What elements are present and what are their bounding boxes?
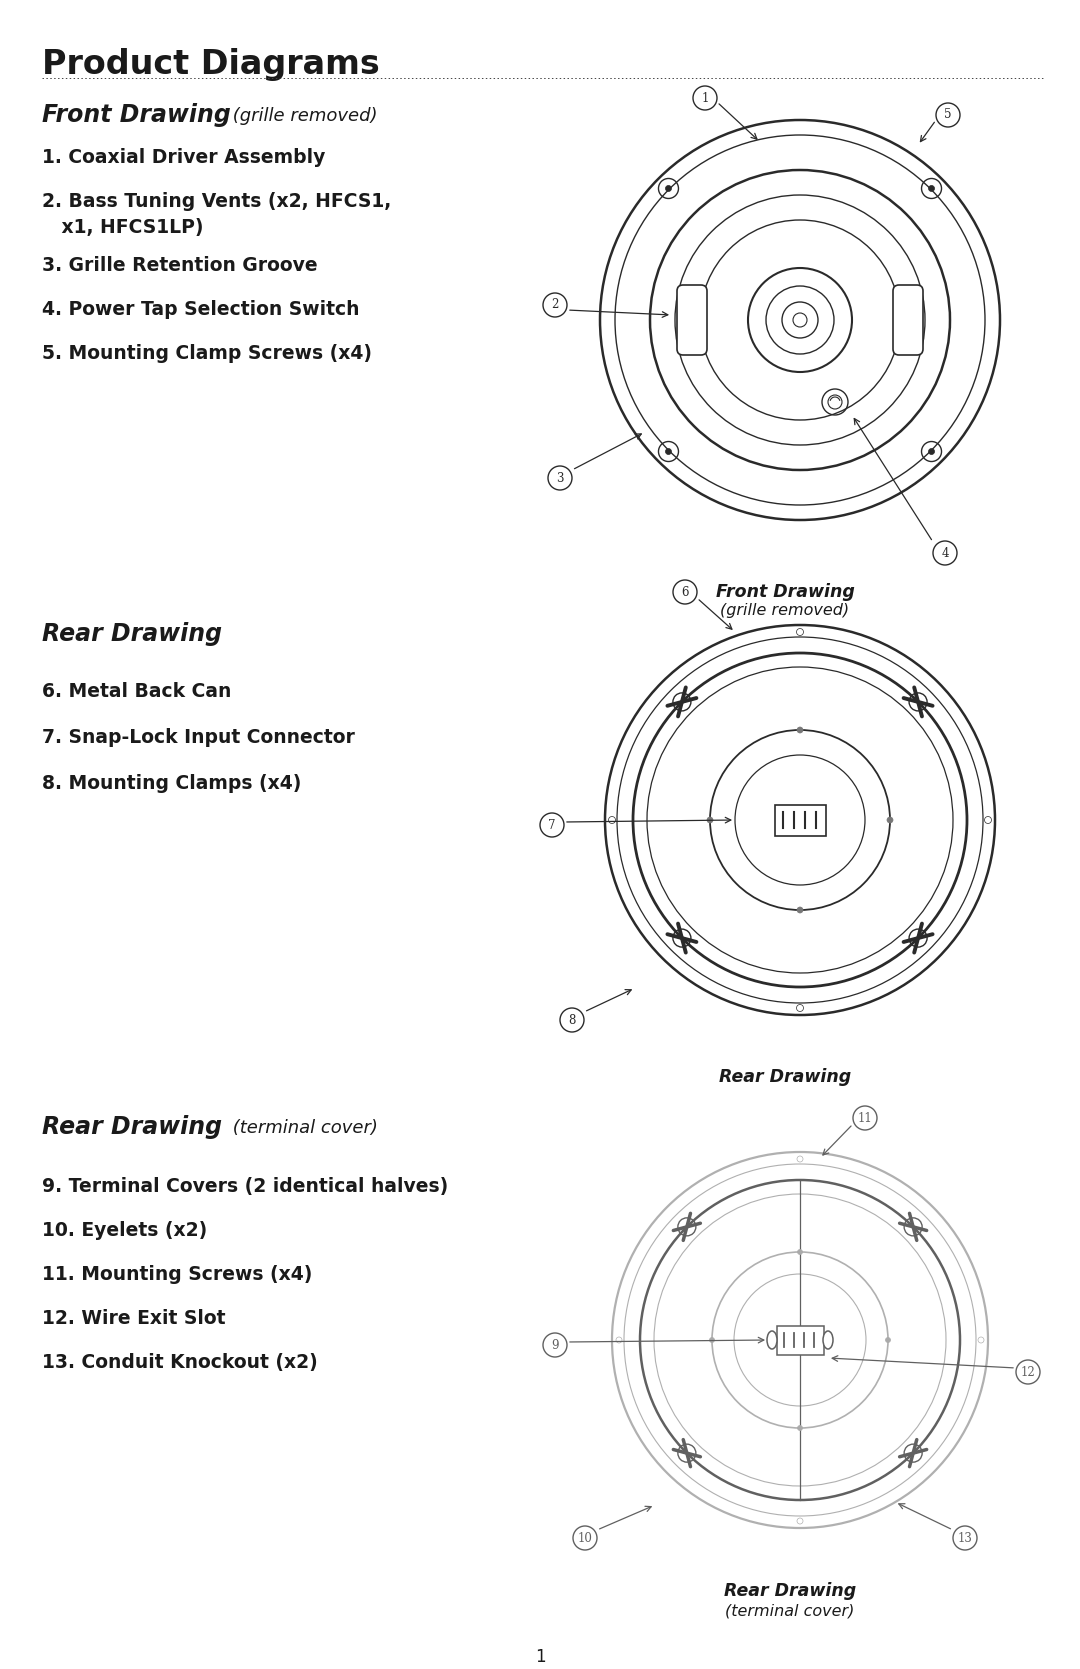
Text: 3: 3 (556, 472, 564, 484)
Text: 9: 9 (551, 1339, 558, 1352)
Text: (grille removed): (grille removed) (720, 603, 850, 618)
Text: 13: 13 (958, 1532, 972, 1544)
Circle shape (665, 449, 672, 454)
FancyBboxPatch shape (774, 804, 825, 836)
Text: 8: 8 (568, 1013, 576, 1026)
Circle shape (673, 581, 697, 604)
Text: 13. Conduit Knockout (x2): 13. Conduit Knockout (x2) (42, 1354, 318, 1372)
Text: 5. Mounting Clamp Screws (x4): 5. Mounting Clamp Screws (x4) (42, 344, 372, 362)
Circle shape (797, 1519, 804, 1524)
Text: 7. Snap-Lock Input Connector: 7. Snap-Lock Input Connector (42, 728, 355, 748)
Text: (terminal cover): (terminal cover) (227, 1118, 378, 1137)
Circle shape (797, 1005, 804, 1011)
Circle shape (543, 294, 567, 317)
Text: 8. Mounting Clamps (x4): 8. Mounting Clamps (x4) (42, 774, 301, 793)
Circle shape (978, 1337, 984, 1344)
Text: 10. Eyelets (x2): 10. Eyelets (x2) (42, 1222, 207, 1240)
Circle shape (573, 1525, 597, 1551)
Circle shape (797, 906, 804, 913)
Circle shape (561, 1008, 584, 1031)
Text: Rear Drawing: Rear Drawing (42, 1115, 222, 1138)
Text: Front Drawing: Front Drawing (42, 103, 231, 127)
FancyBboxPatch shape (777, 1325, 824, 1355)
Text: 6: 6 (681, 586, 689, 599)
Text: 12: 12 (1021, 1365, 1036, 1379)
Text: Rear Drawing: Rear Drawing (724, 1582, 856, 1601)
Text: Front Drawing: Front Drawing (716, 582, 854, 601)
Text: 10: 10 (578, 1532, 593, 1544)
Circle shape (797, 1157, 804, 1162)
Text: 1: 1 (701, 92, 708, 105)
Circle shape (929, 449, 934, 454)
Circle shape (543, 1334, 567, 1357)
Circle shape (616, 1337, 622, 1344)
Text: 2. Bass Tuning Vents (x2, HFCS1,: 2. Bass Tuning Vents (x2, HFCS1, (42, 192, 391, 210)
Circle shape (707, 818, 713, 823)
Circle shape (985, 816, 991, 823)
FancyBboxPatch shape (677, 285, 707, 355)
Text: 11: 11 (858, 1112, 873, 1125)
Circle shape (548, 466, 572, 491)
Circle shape (853, 1107, 877, 1130)
Text: 5: 5 (944, 108, 951, 122)
Text: Product Diagrams: Product Diagrams (42, 48, 380, 82)
Circle shape (797, 629, 804, 636)
Circle shape (665, 185, 672, 192)
Circle shape (929, 185, 934, 192)
Text: 1. Coaxial Driver Assembly: 1. Coaxial Driver Assembly (42, 149, 325, 167)
Text: Rear Drawing: Rear Drawing (42, 623, 222, 646)
Circle shape (887, 818, 893, 823)
Circle shape (693, 87, 717, 110)
Circle shape (1016, 1360, 1040, 1384)
Text: 9. Terminal Covers (2 identical halves): 9. Terminal Covers (2 identical halves) (42, 1177, 448, 1197)
Text: Rear Drawing: Rear Drawing (719, 1068, 851, 1087)
Circle shape (608, 816, 616, 823)
Circle shape (886, 1337, 891, 1342)
Circle shape (797, 728, 804, 733)
Circle shape (933, 541, 957, 566)
Text: 3. Grille Retention Groove: 3. Grille Retention Groove (42, 255, 318, 275)
Text: (terminal cover): (terminal cover) (726, 1602, 854, 1617)
Text: (grille removed): (grille removed) (227, 107, 378, 125)
Text: 4: 4 (942, 546, 948, 559)
Text: 4. Power Tap Selection Switch: 4. Power Tap Selection Switch (42, 300, 360, 319)
Text: x1, HFCS1LP): x1, HFCS1LP) (42, 219, 203, 237)
Text: 11. Mounting Screws (x4): 11. Mounting Screws (x4) (42, 1265, 312, 1283)
Circle shape (797, 1425, 802, 1430)
Text: 6. Metal Back Can: 6. Metal Back Can (42, 683, 231, 701)
Circle shape (797, 1250, 802, 1255)
Text: 7: 7 (549, 818, 556, 831)
Circle shape (953, 1525, 977, 1551)
Text: 1: 1 (535, 1647, 545, 1666)
Text: 2: 2 (551, 299, 558, 312)
FancyBboxPatch shape (893, 285, 923, 355)
Ellipse shape (767, 1330, 777, 1349)
Text: 12. Wire Exit Slot: 12. Wire Exit Slot (42, 1308, 226, 1329)
Circle shape (936, 103, 960, 127)
Circle shape (710, 1337, 715, 1342)
Circle shape (540, 813, 564, 836)
Ellipse shape (823, 1330, 833, 1349)
